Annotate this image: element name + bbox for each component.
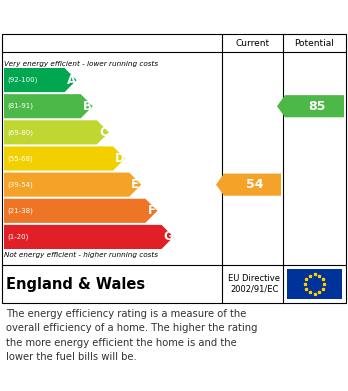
Text: (1-20): (1-20) — [7, 234, 29, 240]
Text: Very energy efficient - lower running costs: Very energy efficient - lower running co… — [4, 61, 158, 67]
Text: EU Directive
2002/91/EC: EU Directive 2002/91/EC — [229, 274, 280, 294]
Text: Current: Current — [236, 38, 270, 47]
Text: B: B — [83, 100, 92, 113]
Text: A: A — [66, 74, 76, 86]
Text: (39-54): (39-54) — [7, 181, 33, 188]
Text: (81-91): (81-91) — [7, 103, 33, 109]
Polygon shape — [4, 172, 141, 197]
Polygon shape — [4, 94, 93, 118]
Text: D: D — [115, 152, 125, 165]
Polygon shape — [4, 120, 109, 144]
Text: Not energy efficient - higher running costs: Not energy efficient - higher running co… — [4, 252, 158, 258]
Text: (21-38): (21-38) — [7, 208, 33, 214]
Text: (92-100): (92-100) — [7, 77, 37, 83]
Polygon shape — [4, 225, 174, 249]
Polygon shape — [4, 199, 157, 223]
Text: Potential: Potential — [294, 38, 334, 47]
Text: (55-68): (55-68) — [7, 155, 33, 162]
Polygon shape — [4, 68, 77, 92]
Text: The energy efficiency rating is a measure of the
overall efficiency of a home. T: The energy efficiency rating is a measur… — [6, 309, 258, 362]
Text: F: F — [148, 204, 156, 217]
Text: C: C — [99, 126, 108, 139]
Polygon shape — [4, 146, 125, 170]
Text: G: G — [164, 230, 173, 244]
Polygon shape — [216, 174, 281, 196]
Polygon shape — [277, 95, 344, 117]
Text: 54: 54 — [246, 178, 263, 191]
Text: England & Wales: England & Wales — [6, 276, 145, 292]
Text: (69-80): (69-80) — [7, 129, 33, 136]
Text: 85: 85 — [308, 100, 325, 113]
Text: E: E — [131, 178, 139, 191]
Bar — [287, 269, 342, 299]
Text: Energy Efficiency Rating: Energy Efficiency Rating — [8, 9, 218, 23]
